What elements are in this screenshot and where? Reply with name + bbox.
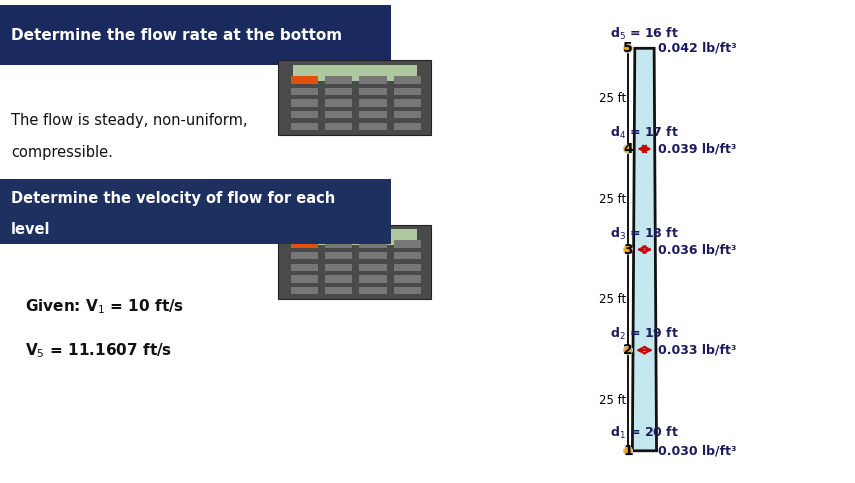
- Text: 3: 3: [623, 242, 633, 256]
- Text: 5: 5: [623, 42, 633, 55]
- Bar: [291, 287, 318, 294]
- Bar: [359, 275, 386, 283]
- Text: 0.039 lb/ft³: 0.039 lb/ft³: [658, 142, 736, 156]
- Bar: [393, 123, 421, 130]
- Circle shape: [623, 44, 633, 53]
- Bar: [325, 287, 352, 294]
- Bar: [393, 111, 421, 118]
- Bar: [359, 264, 386, 271]
- Text: V$_5$ = 11.1607 ft/s: V$_5$ = 11.1607 ft/s: [25, 341, 172, 359]
- Text: 0.036 lb/ft³: 0.036 lb/ft³: [658, 243, 736, 256]
- Bar: [359, 88, 386, 95]
- Text: 25 ft: 25 ft: [598, 92, 626, 105]
- Bar: [359, 76, 386, 84]
- Bar: [325, 252, 352, 259]
- Bar: [291, 252, 318, 259]
- Text: d$_2$ = 19 ft: d$_2$ = 19 ft: [610, 326, 679, 342]
- Bar: [325, 88, 352, 95]
- Bar: [359, 99, 386, 107]
- Text: d$_3$ = 18 ft: d$_3$ = 18 ft: [610, 226, 679, 242]
- Bar: [291, 264, 318, 271]
- Bar: [393, 99, 421, 107]
- Bar: [291, 123, 318, 130]
- Text: 25 ft: 25 ft: [598, 394, 626, 407]
- Circle shape: [623, 144, 633, 154]
- Bar: [393, 252, 421, 259]
- Bar: [291, 111, 318, 118]
- Bar: [325, 264, 352, 271]
- Text: level: level: [11, 222, 50, 237]
- Text: The flow is steady, non-uniform,: The flow is steady, non-uniform,: [11, 113, 248, 128]
- Text: d$_1$ = 20 ft: d$_1$ = 20 ft: [610, 425, 679, 440]
- Bar: [393, 275, 421, 283]
- Bar: [325, 241, 352, 248]
- Bar: [393, 241, 421, 248]
- Bar: [325, 111, 352, 118]
- Bar: [359, 241, 386, 248]
- Text: 4: 4: [623, 142, 633, 156]
- Bar: [291, 88, 318, 95]
- Text: compressible.: compressible.: [11, 144, 113, 160]
- Bar: [292, 64, 417, 81]
- Text: 1: 1: [623, 444, 633, 458]
- Bar: [359, 123, 386, 130]
- Bar: [278, 225, 431, 299]
- Bar: [393, 287, 421, 294]
- Bar: [359, 252, 386, 259]
- Bar: [291, 241, 318, 248]
- Bar: [393, 88, 421, 95]
- Bar: [292, 228, 417, 245]
- Polygon shape: [633, 48, 657, 451]
- Bar: [359, 287, 386, 294]
- Text: 25 ft: 25 ft: [598, 293, 626, 306]
- Text: 0.030 lb/ft³: 0.030 lb/ft³: [658, 444, 736, 457]
- Text: d$_4$ = 17 ft: d$_4$ = 17 ft: [610, 125, 679, 141]
- Text: d$_5$ = 16 ft: d$_5$ = 16 ft: [610, 26, 679, 42]
- Bar: [393, 264, 421, 271]
- Bar: [291, 275, 318, 283]
- Bar: [393, 76, 421, 84]
- Text: 0.042 lb/ft³: 0.042 lb/ft³: [658, 42, 736, 55]
- Bar: [325, 76, 352, 84]
- Bar: [325, 99, 352, 107]
- Text: 0.033 lb/ft³: 0.033 lb/ft³: [658, 344, 736, 356]
- Bar: [0, 179, 391, 244]
- Text: 2: 2: [623, 343, 633, 357]
- Text: Given: V$_1$ = 10 ft/s: Given: V$_1$ = 10 ft/s: [25, 298, 184, 316]
- Text: 25 ft: 25 ft: [598, 193, 626, 206]
- Circle shape: [623, 346, 633, 355]
- Circle shape: [623, 245, 633, 254]
- Bar: [291, 76, 318, 84]
- Circle shape: [623, 446, 633, 455]
- Bar: [325, 275, 352, 283]
- Bar: [0, 5, 391, 65]
- Bar: [325, 123, 352, 130]
- Bar: [291, 99, 318, 107]
- Bar: [359, 111, 386, 118]
- Bar: [278, 60, 431, 135]
- Text: Determine the velocity of flow for each: Determine the velocity of flow for each: [11, 191, 335, 206]
- Text: Determine the flow rate at the bottom: Determine the flow rate at the bottom: [11, 28, 342, 43]
